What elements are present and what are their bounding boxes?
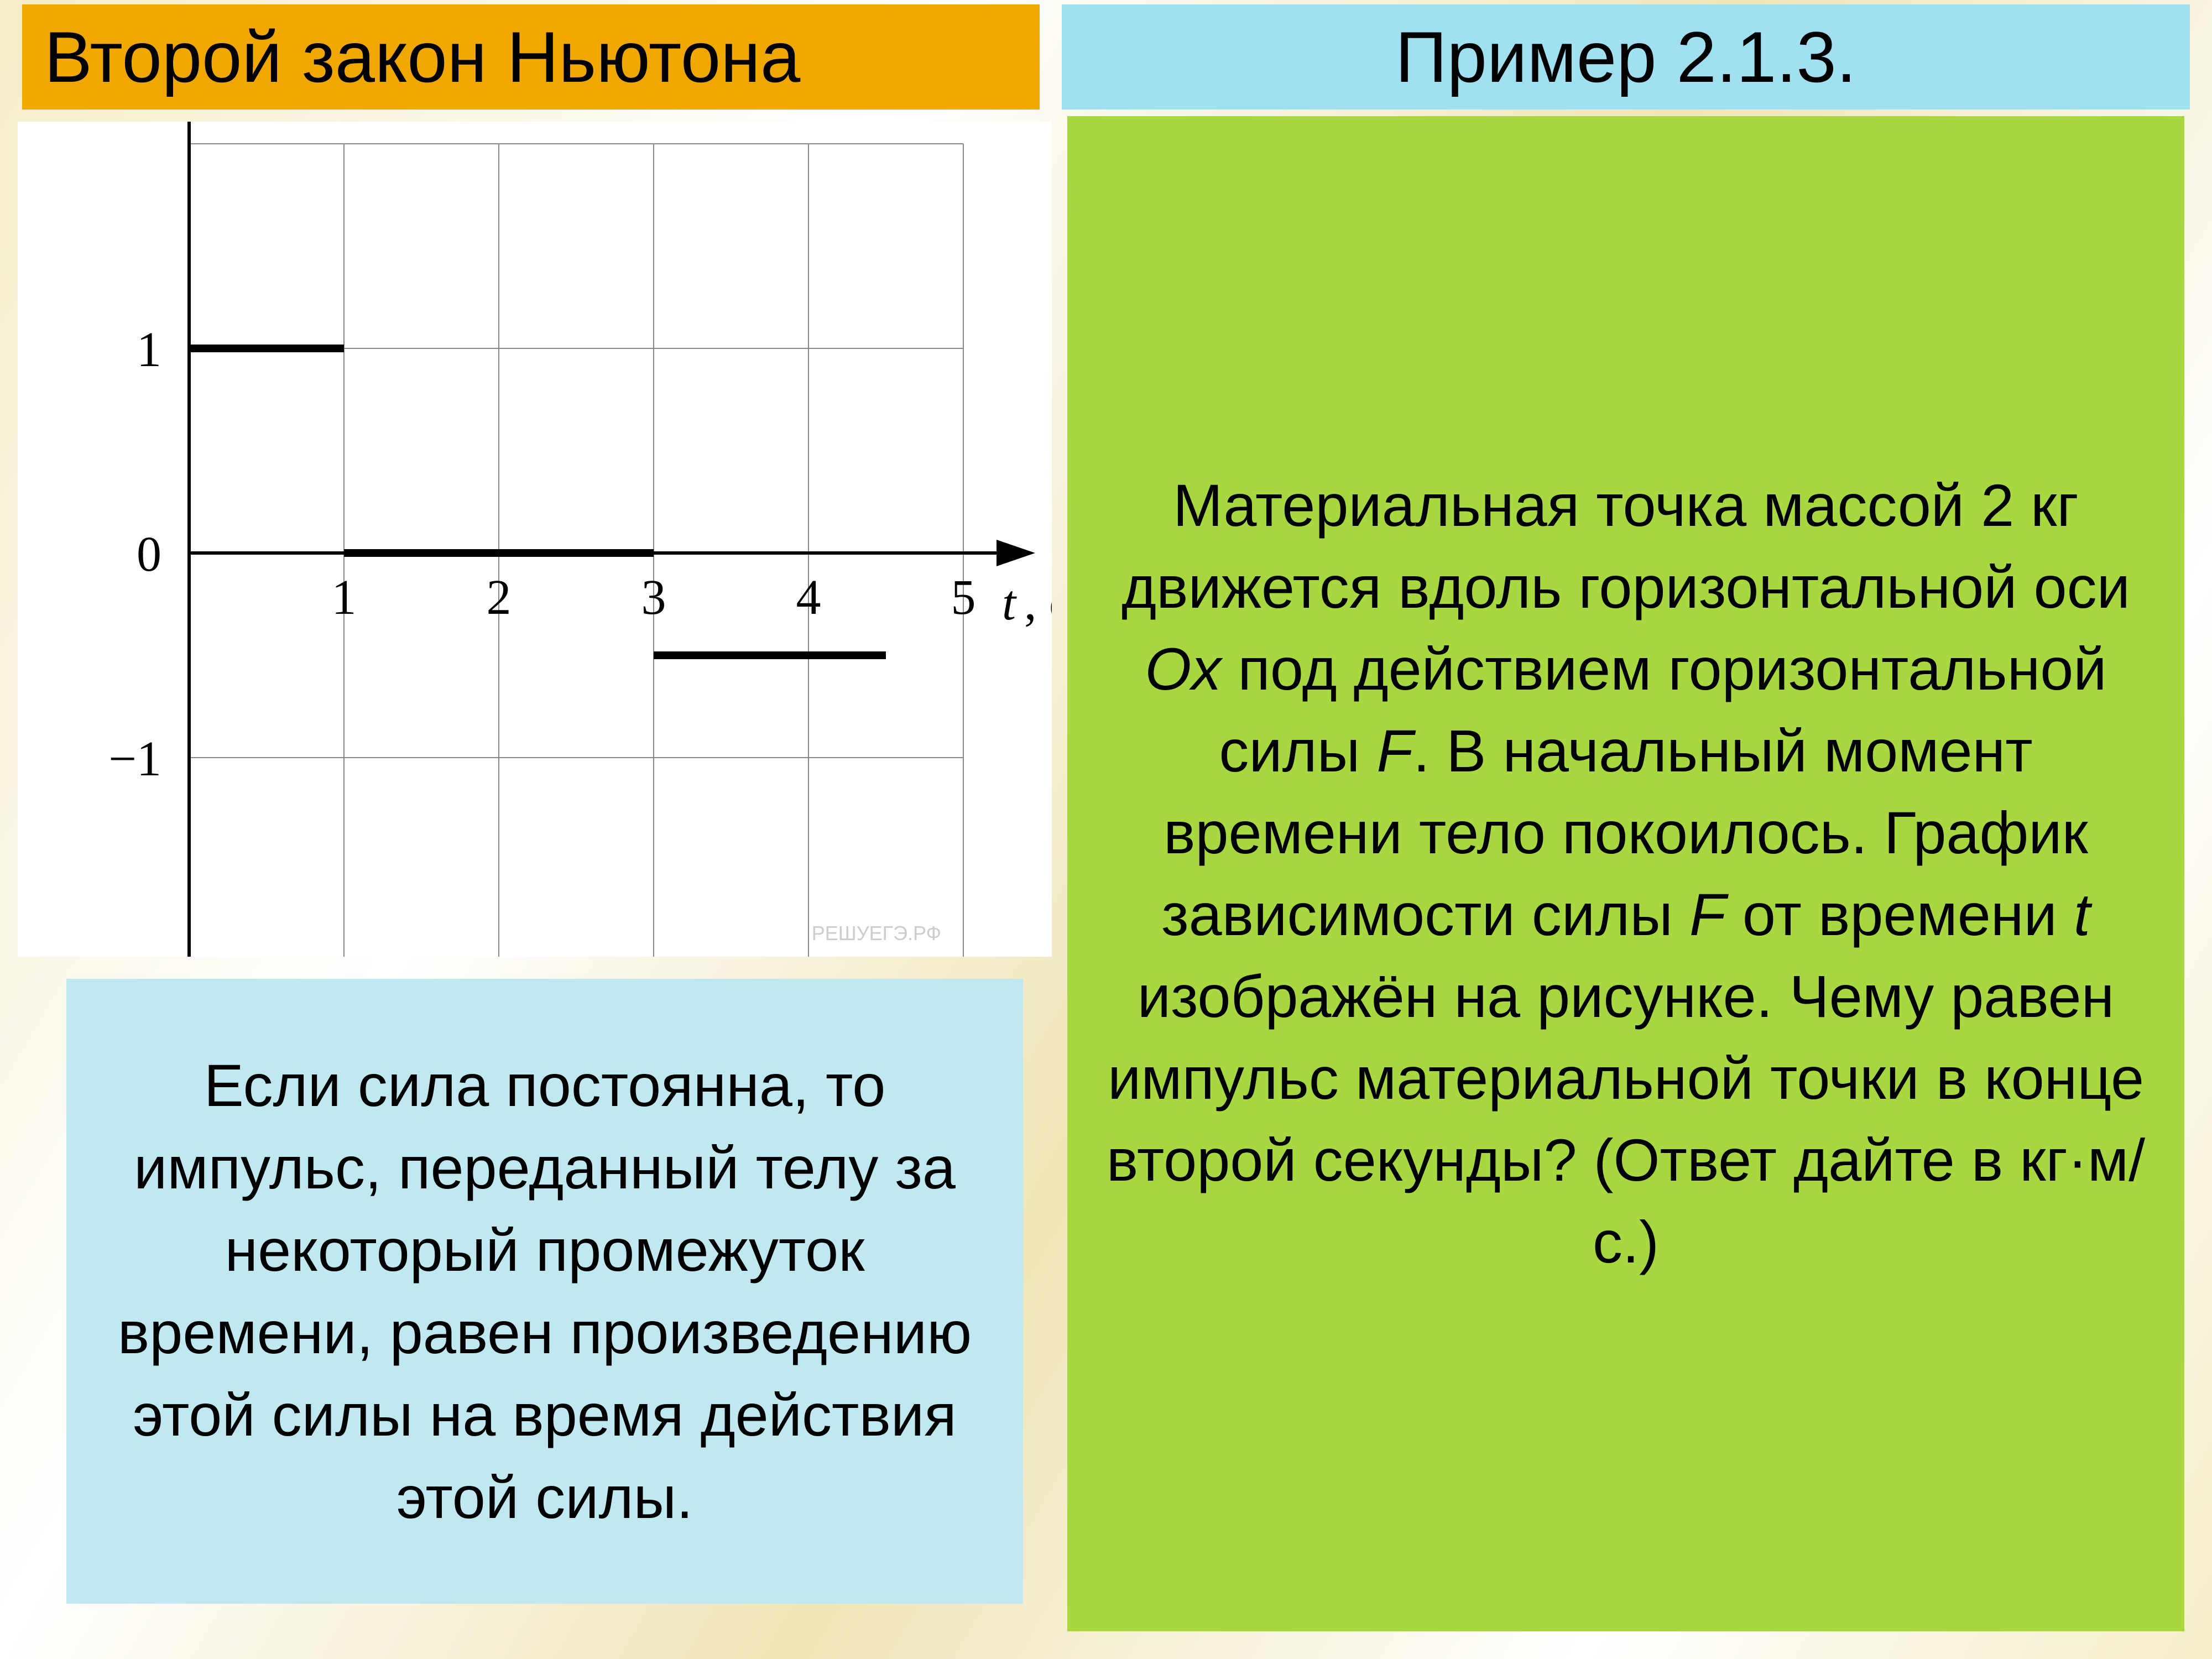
svg-text:5: 5: [951, 570, 976, 625]
force-time-chart: F, Нt, с−10112345РЕШУЕГЭ.РФ: [18, 122, 1052, 957]
svg-text:1: 1: [332, 570, 357, 625]
title-left-text: Второй закон Ньютона: [44, 15, 800, 98]
problem-box: Материальная точка массой 2 кг движется …: [1067, 116, 2184, 1631]
svg-text:4: 4: [796, 570, 821, 625]
title-right: Пример 2.1.3.: [1062, 4, 2190, 109]
svg-text:РЕШУЕГЭ.РФ: РЕШУЕГЭ.РФ: [812, 922, 941, 945]
svg-text:0: 0: [137, 527, 161, 582]
svg-text:2: 2: [487, 570, 512, 625]
svg-text:1: 1: [137, 322, 161, 377]
svg-text:t: t: [1002, 576, 1017, 630]
svg-text:3: 3: [641, 570, 666, 625]
hint-text: Если сила постоянна, то импульс, передан…: [94, 1044, 995, 1538]
chart-svg: F, Нt, с−10112345РЕШУЕГЭ.РФ: [18, 122, 1052, 957]
problem-text: Материальная точка массой 2 кг движется …: [1100, 465, 2151, 1283]
svg-text:−1: −1: [108, 732, 161, 786]
title-left: Второй закон Ньютона: [22, 4, 1040, 109]
svg-text:, с: , с: [1024, 576, 1052, 630]
hint-box: Если сила постоянна, то импульс, передан…: [66, 979, 1023, 1604]
title-right-text: Пример 2.1.3.: [1395, 15, 1856, 98]
